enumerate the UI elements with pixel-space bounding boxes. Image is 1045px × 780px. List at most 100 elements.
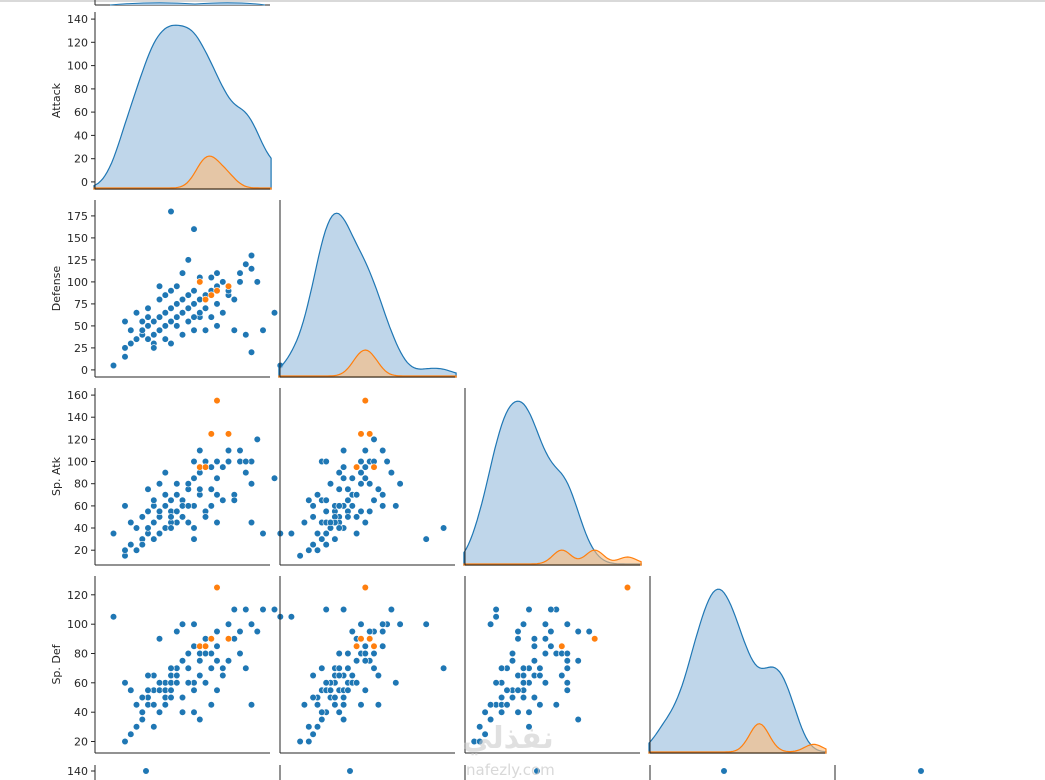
scatter-point: [422, 535, 430, 543]
scatter-point: [487, 620, 495, 628]
scatter-point: [392, 679, 400, 687]
scatter-point: [374, 485, 383, 493]
scatter-point: [224, 282, 233, 290]
scatter-point: [144, 686, 152, 694]
scatter-point: [196, 657, 204, 665]
y-tick-label: 175: [67, 210, 88, 223]
scatter-point: [440, 664, 448, 672]
scatter-point: [184, 256, 192, 264]
scatter-point: [150, 723, 158, 731]
scatter-point: [313, 701, 322, 709]
scatter-point: [357, 469, 365, 477]
scatter-point: [335, 469, 343, 477]
scatter-point: [155, 507, 164, 516]
scatter-point: [366, 430, 374, 438]
scatter-point: [155, 708, 164, 716]
scatter-point: [519, 671, 528, 680]
scatter-point: [230, 605, 238, 614]
scatter-point: [370, 642, 378, 650]
scatter-point: [138, 693, 146, 702]
scatter-point: [230, 496, 238, 504]
scatter-point: [514, 627, 522, 636]
scatter-point: [138, 540, 146, 549]
scatter-point: [253, 435, 261, 444]
scatter-point: [541, 649, 550, 658]
scatter-point: [155, 313, 164, 321]
scatter-point: [213, 322, 221, 330]
scatter-point: [503, 686, 511, 694]
scatter-point: [144, 507, 152, 516]
scatter-point: [563, 649, 571, 658]
scatter-point: [335, 649, 343, 658]
scatter-point: [150, 344, 158, 352]
scatter-point: [155, 635, 164, 643]
scatter-point: [242, 664, 250, 672]
scatter-point: [144, 322, 152, 330]
scatter-point: [173, 300, 181, 308]
scatter-point: [344, 485, 352, 493]
scatter-point: [178, 657, 187, 665]
scatter-point: [313, 491, 322, 499]
scatter-point: [173, 313, 181, 321]
scatter-point: [196, 671, 204, 680]
scatter-point: [558, 642, 566, 650]
scatter-point: [366, 627, 374, 636]
scatter-point: [313, 529, 322, 538]
scatter-point: [530, 693, 539, 702]
y-tick-label: 60: [74, 106, 88, 119]
scatter-point: [167, 524, 175, 532]
scatter-point: [207, 291, 215, 299]
scatter-point: [207, 485, 215, 493]
scatter-point: [519, 679, 528, 687]
scatter-point: [476, 723, 484, 731]
scatter-point: [219, 671, 227, 680]
scatter-point: [207, 635, 215, 643]
scatter-point: [374, 701, 383, 709]
scatter-point: [296, 552, 304, 560]
scatter-point: [331, 535, 339, 543]
scatter-point: [519, 693, 528, 702]
panel-sp-def-vs-attack: [109, 583, 284, 746]
scatter-point: [132, 524, 141, 532]
scatter-point: [379, 502, 387, 510]
scatter-point: [318, 535, 326, 543]
scatter-point: [236, 269, 244, 277]
y-tick-label: 160: [67, 389, 88, 402]
scatter-point: [309, 502, 317, 510]
scatter-point: [219, 496, 227, 504]
scatter-point: [173, 671, 181, 680]
scatter-point: [109, 529, 118, 538]
pairplot-panels: 0 20 40 60 80 100 120 140 Attack 0 25 50 75 100 125 150…: [50, 0, 925, 780]
scatter-point: [313, 546, 322, 554]
scatter-point: [519, 664, 528, 672]
scatter-point: [305, 496, 313, 504]
scatter-point: [492, 679, 500, 687]
scatter-point: [623, 583, 632, 592]
panel-sp-def-vs-sp-atk: [470, 583, 632, 746]
scatter-point: [379, 642, 387, 650]
scatter-point: [190, 300, 198, 308]
y-tick-label: 100: [67, 60, 88, 73]
scatter-point: [167, 693, 175, 702]
panel-attack-vs-attack: [93, 24, 272, 190]
scatter-point: [361, 397, 369, 405]
scatter-point: [132, 701, 141, 709]
y-axis-title: Sp. Def: [50, 643, 63, 684]
scatter-point: [481, 708, 489, 716]
scatter-point: [224, 430, 233, 438]
scatter-point: [178, 513, 187, 521]
scatter-point: [242, 469, 250, 477]
scatter-point: [178, 269, 187, 277]
scatter-point: [150, 535, 158, 543]
scatter-point: [574, 657, 582, 665]
svg-text:نفذلي: نفذلي: [462, 721, 554, 756]
scatter-point: [138, 326, 146, 334]
scatter-point: [161, 291, 169, 299]
scatter-point: [322, 496, 330, 504]
scatter-point: [230, 326, 238, 334]
scatter-point: [167, 686, 175, 694]
scatter-point: [219, 664, 227, 672]
scatter-point: [270, 605, 279, 614]
scatter-point: [184, 480, 192, 488]
y-tick-label: 80: [74, 83, 88, 96]
